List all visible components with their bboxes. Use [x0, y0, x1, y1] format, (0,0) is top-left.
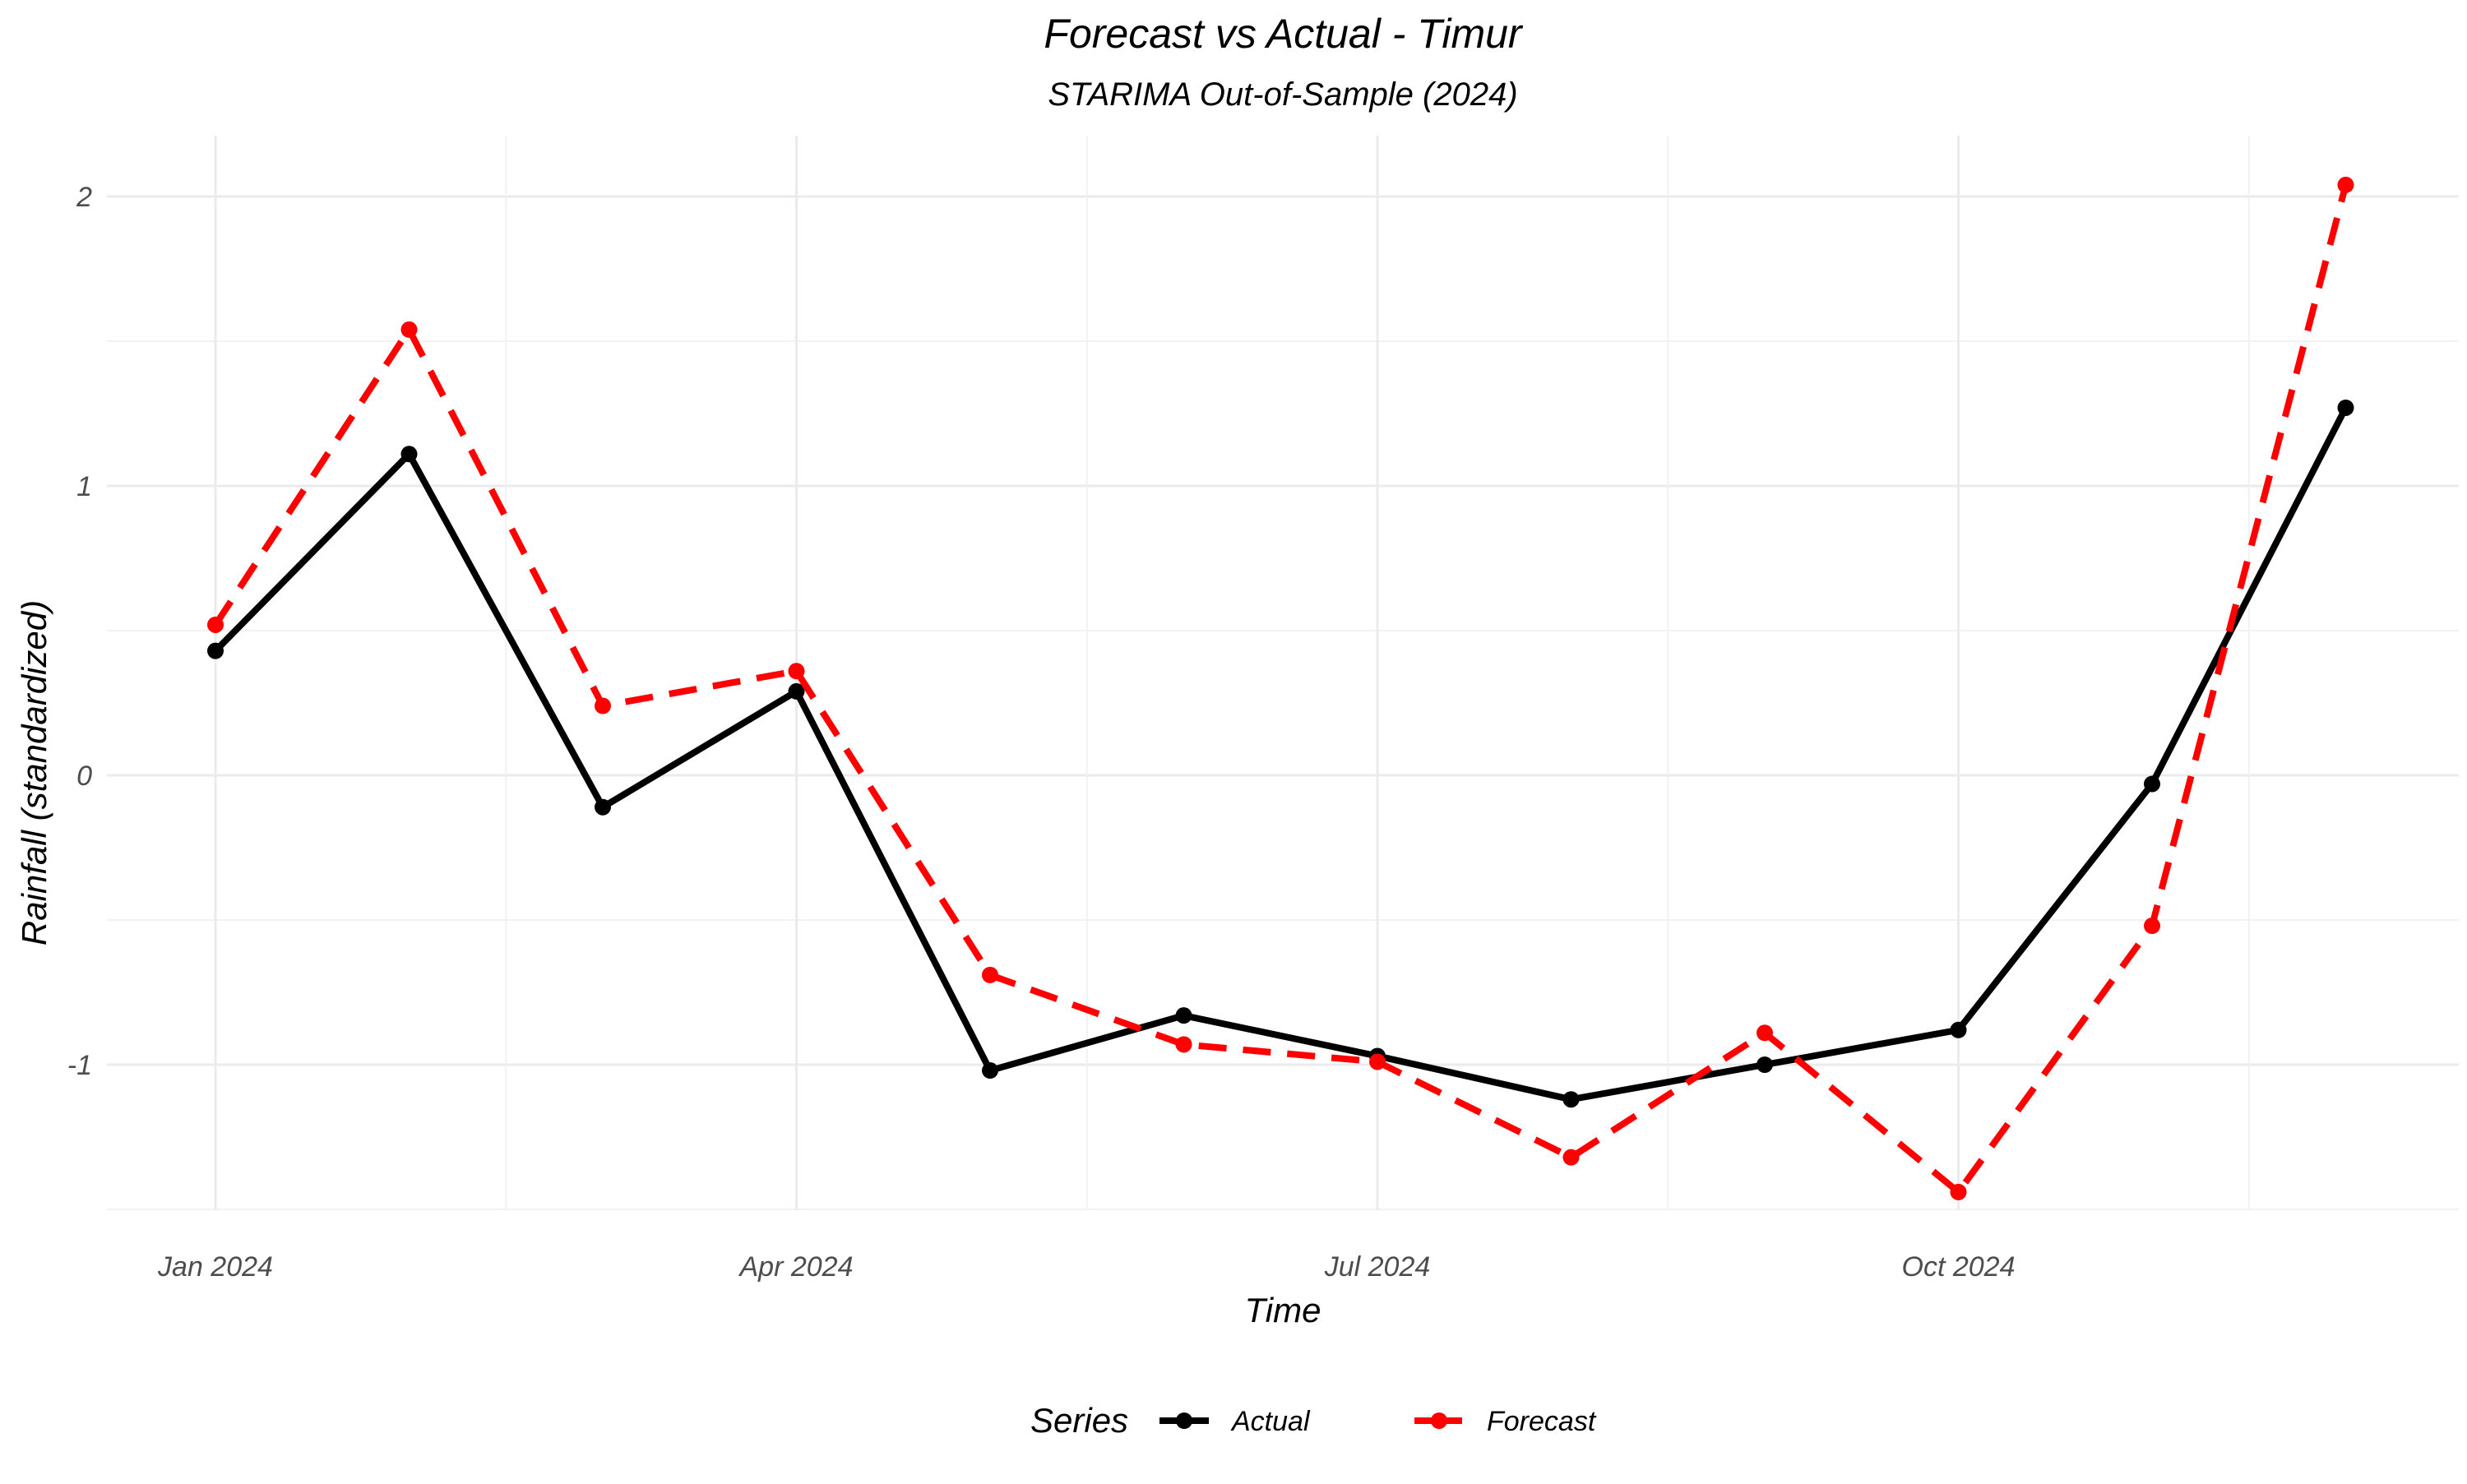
x-axis-title: Time: [1245, 1291, 1321, 1329]
data-point-actual: [400, 446, 418, 463]
data-point-forecast: [1562, 1149, 1580, 1166]
series-layer: [207, 176, 2354, 1200]
series-line-actual: [213, 406, 2349, 1103]
x-tick-label: Jan 2024: [157, 1251, 273, 1283]
legend-title: Series: [1030, 1401, 1128, 1440]
chart-title: Forecast vs Actual - Timur: [1044, 11, 1524, 57]
legend-label: Forecast: [1487, 1406, 1597, 1437]
series-actual: [207, 399, 2354, 1108]
data-point-actual: [1562, 1091, 1580, 1108]
data-point-actual: [2144, 775, 2160, 793]
data-point-forecast: [982, 966, 998, 983]
x-tick-label: Apr 2024: [738, 1251, 854, 1283]
legend: Series Actual Forecast: [1030, 1401, 1597, 1440]
data-point-actual: [2337, 399, 2354, 416]
data-point-forecast: [1950, 1183, 1967, 1200]
legend-key-point: [1431, 1412, 1447, 1429]
data-point-actual: [1950, 1021, 1967, 1038]
tick-labels: 2 1 0 -1 Jan 2024 Apr 2024 Jul 2024 Oct 2024: [67, 182, 2016, 1283]
legend-key-point: [1176, 1412, 1192, 1429]
data-point-forecast: [207, 616, 224, 633]
y-tick-label: -1: [67, 1050, 92, 1081]
data-point-forecast: [788, 663, 805, 680]
data-point-actual: [1175, 1007, 1192, 1024]
y-axis-title: Rainfall (standardized): [15, 600, 53, 945]
y-tick-label: 0: [76, 760, 92, 792]
data-point-forecast: [2144, 918, 2160, 935]
data-point-forecast: [1757, 1024, 1773, 1042]
data-point-actual: [1757, 1056, 1773, 1073]
data-point-actual: [788, 682, 805, 700]
y-tick-label: 2: [76, 182, 92, 213]
data-point-forecast: [595, 697, 611, 714]
data-point-forecast: [2337, 176, 2354, 193]
chart-subtitle: STARIMA Out-of-Sample (2024): [1048, 76, 1517, 113]
data-point-actual: [595, 798, 611, 816]
y-tick-label: 1: [76, 471, 92, 502]
data-point-forecast: [1175, 1036, 1192, 1053]
grid: [107, 136, 2459, 1210]
data-point-actual: [207, 642, 224, 659]
x-tick-label: Oct 2024: [1902, 1251, 2016, 1283]
x-tick-label: Jul 2024: [1324, 1251, 1431, 1283]
legend-item-actual: Actual: [1159, 1406, 1311, 1437]
data-point-forecast: [400, 321, 418, 338]
data-point-forecast: [1369, 1053, 1386, 1070]
legend-label: Actual: [1230, 1406, 1311, 1437]
series-forecast: [207, 176, 2354, 1200]
data-point-actual: [982, 1062, 998, 1079]
legend-item-forecast: Forecast: [1414, 1406, 1597, 1437]
legend-items: Actual Forecast: [1159, 1406, 1597, 1437]
